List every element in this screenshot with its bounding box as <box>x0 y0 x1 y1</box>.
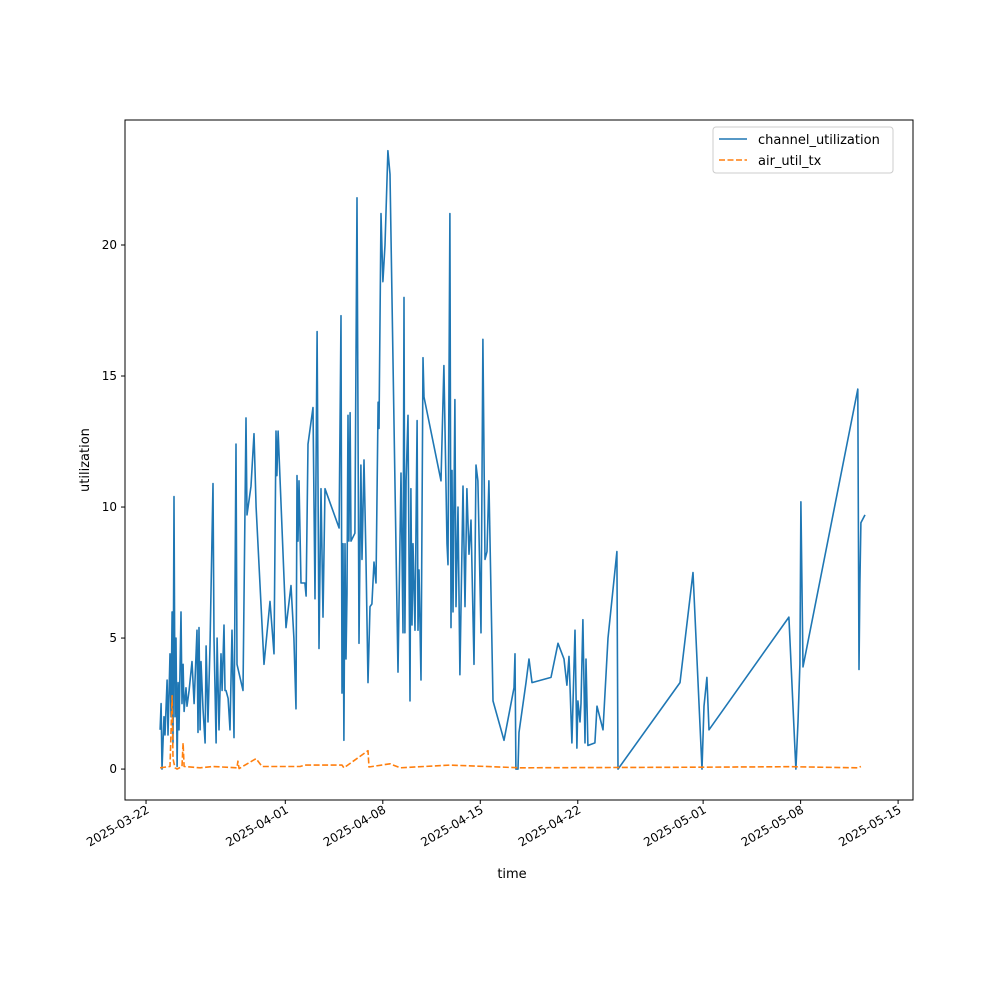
legend-frame <box>712 126 894 174</box>
series-line-air-util-tx <box>159 694 862 770</box>
y-tick-label: 15 <box>102 369 117 383</box>
legend: channel_utilization air_util_tx <box>712 126 894 174</box>
plot-area-frame <box>124 119 914 801</box>
y-axis-label: utilization <box>78 428 93 492</box>
legend-label-channel-utilization: channel_utilization <box>758 133 880 148</box>
y-tick-label: 5 <box>109 631 117 645</box>
y-tick-label: 10 <box>102 500 117 514</box>
series-line-channel-utilization <box>159 149 866 770</box>
series-layer <box>159 149 866 770</box>
x-axis-label: time <box>497 867 526 882</box>
y-axis: 0 5 10 15 20 <box>102 238 125 776</box>
legend-label-air-util-tx: air_util_tx <box>758 154 822 169</box>
y-tick-label: 0 <box>109 762 117 776</box>
y-tick-label: 20 <box>102 238 117 252</box>
